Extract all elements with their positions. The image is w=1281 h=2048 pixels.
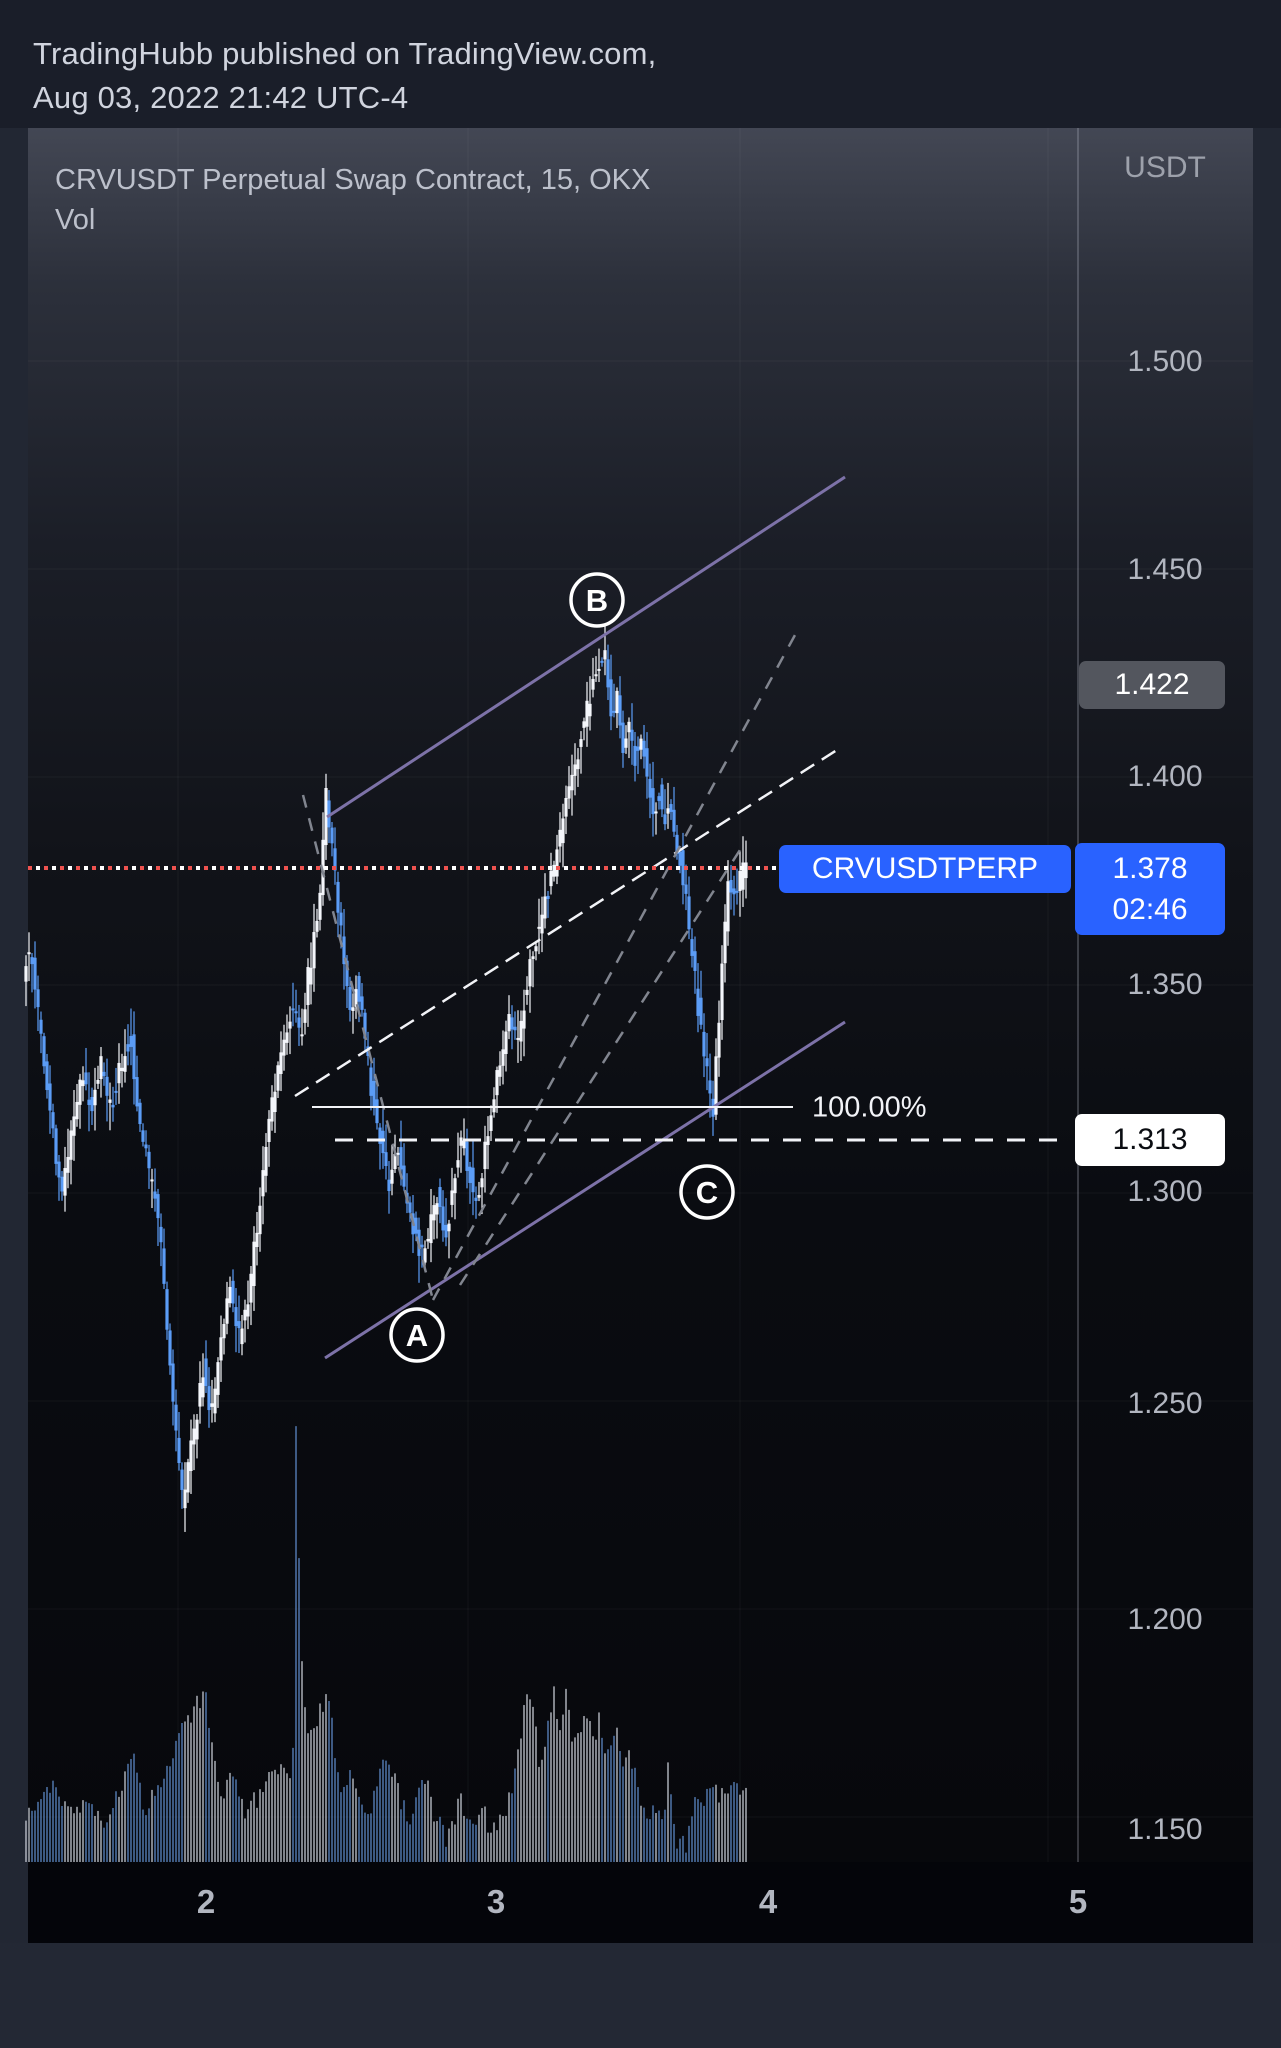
- last-price-dotted-line: [28, 866, 776, 870]
- wave-circle-b: [569, 572, 625, 628]
- publish-attribution: TradingHubb published on TradingView.com…: [33, 36, 657, 71]
- zigzag-up: [431, 634, 797, 1301]
- price-tick-label: 1.150: [1127, 1813, 1203, 1846]
- swing-high-price-badge: 1.422: [1079, 661, 1225, 709]
- price-tick-label: 1.500: [1127, 345, 1203, 378]
- price-tick-label: 1.350: [1127, 968, 1203, 1001]
- wave-label-a: A: [406, 1318, 428, 1353]
- time-tick-label: 3: [486, 1883, 506, 1920]
- fib-100-label: 100.00%: [812, 1091, 927, 1124]
- publish-header: TradingHubb published on TradingView.com…: [0, 0, 1281, 128]
- bar-countdown: 02:46: [1112, 893, 1188, 926]
- channel-bottom: [324, 1020, 846, 1360]
- wave-circle-a: [389, 1307, 445, 1363]
- zigzag-up-2: [458, 849, 742, 1286]
- publish-timestamp: Aug 03, 2022 21:42 UTC-4: [33, 80, 409, 115]
- footer-bar: TradingView: [0, 1943, 1281, 2048]
- mid-dashed-white: [294, 746, 841, 1098]
- time-tick-label: 4: [758, 1883, 778, 1920]
- price-tick-label: 1.300: [1127, 1175, 1203, 1208]
- symbol-flag-text: CRVUSDTPERP: [811, 852, 1039, 885]
- price-tick-label: 1.250: [1127, 1387, 1203, 1420]
- chart-canvas[interactable]: [28, 128, 1253, 1862]
- last-price-value: 1.378: [1112, 851, 1188, 885]
- time-tick-label: 5: [1068, 1883, 1088, 1920]
- symbol-flag-label: CRVUSDTPERP: [779, 845, 1071, 893]
- swing-high-price-text: 1.422: [1114, 668, 1190, 701]
- volume-indicator-label: Vol: [55, 204, 96, 236]
- price-axis-separator: [1077, 128, 1079, 1943]
- price-tick-label: 1.450: [1127, 553, 1203, 586]
- price-tick-label: 1.200: [1127, 1603, 1203, 1636]
- last-price-badge: 1.378 02:46: [1075, 843, 1225, 935]
- support-level-text: 1.313: [1112, 1123, 1188, 1156]
- wave-circle-c: [679, 1164, 735, 1220]
- wave-label-b: B: [586, 583, 608, 618]
- time-tick-label: 2: [196, 1883, 216, 1920]
- wave-label-c: C: [696, 1175, 718, 1210]
- support-level-badge: 1.313: [1075, 1114, 1225, 1166]
- time-axis[interactable]: 2 3 4 5: [28, 1862, 1253, 1943]
- axis-currency-label: USDT: [1124, 151, 1206, 184]
- chart-title: CRVUSDT Perpetual Swap Contract, 15, OKX: [55, 164, 651, 196]
- channel-top: [326, 475, 846, 819]
- zigzag-down: [301, 794, 435, 1301]
- price-tick-label: 1.400: [1127, 760, 1203, 793]
